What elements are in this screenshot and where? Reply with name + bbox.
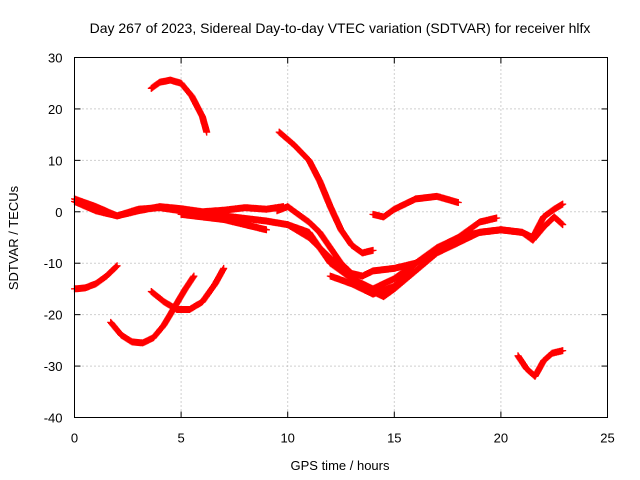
series-markers [275, 128, 377, 257]
series-arc-14 [514, 347, 567, 380]
series-markers [71, 262, 121, 293]
plot-frame [74, 57, 608, 418]
series-arc-6 [147, 264, 228, 313]
y-tick-label: -20 [44, 308, 63, 323]
y-tick-label: 20 [48, 102, 62, 117]
x-tick-label: 10 [280, 431, 294, 446]
series-markers [326, 213, 567, 298]
x-tick-label: 0 [71, 431, 78, 446]
series-arc-13 [369, 192, 462, 221]
x-tick-label: 15 [387, 431, 401, 446]
grid [74, 57, 608, 418]
series-markers [284, 200, 567, 301]
series-layer [71, 76, 567, 380]
series-markers [107, 272, 198, 347]
y-tick-label: -10 [44, 256, 63, 271]
y-tick-label: -30 [44, 359, 63, 374]
series-arc-7 [147, 76, 211, 136]
series-arc-3 [177, 210, 270, 234]
y-tick-label: 10 [48, 153, 62, 168]
series-markers [273, 203, 420, 280]
series-arc-5 [107, 272, 198, 347]
series-arc-12 [326, 213, 567, 298]
series-markers [177, 210, 270, 234]
y-tick-label: -40 [44, 411, 63, 426]
x-axis-label: GPS time / hours [291, 458, 390, 473]
series-markers [147, 264, 228, 313]
series-arc-4 [71, 262, 121, 293]
x-tick-label: 5 [177, 431, 184, 446]
series-markers [369, 192, 462, 221]
x-tick-label: 25 [600, 431, 614, 446]
y-tick-label: 0 [55, 205, 62, 220]
ticks: 0 5 10 15 20 25 30 20 10 0 -10 -20 -30 -40 [44, 51, 615, 446]
series-markers [147, 76, 211, 136]
y-tick-label: 30 [48, 51, 62, 66]
series-arc-8 [275, 128, 377, 257]
chart-title: Day 267 of 2023, Sidereal Day-to-day VTE… [90, 20, 591, 36]
y-axis-label: SDTVAR / TECUs [6, 185, 21, 290]
series-arc-10 [284, 200, 567, 301]
series-markers [514, 347, 567, 380]
series-arc-9 [273, 203, 420, 280]
x-tick-label: 20 [494, 431, 508, 446]
